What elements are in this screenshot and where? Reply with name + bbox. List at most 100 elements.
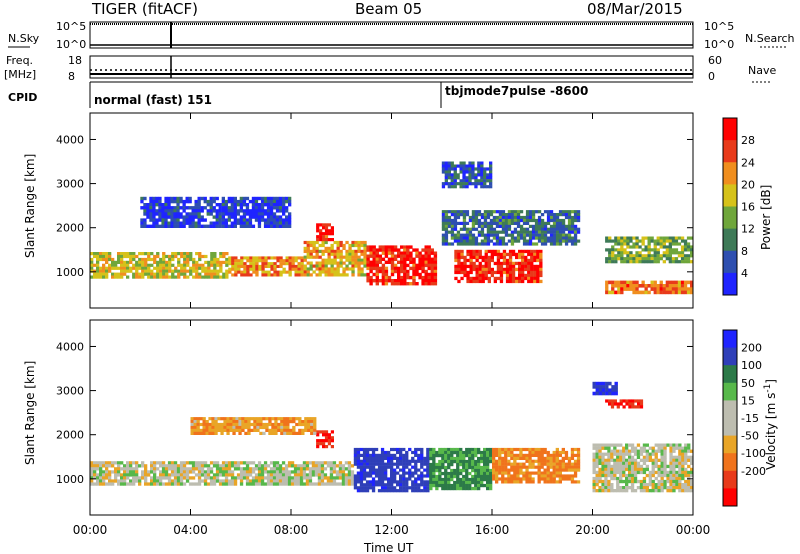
heatmap-cell (504, 459, 508, 463)
heatmap-cell (200, 218, 204, 222)
heatmap-cell (254, 479, 259, 483)
heatmap-cell (614, 260, 618, 264)
heatmap-cell (570, 462, 575, 466)
heatmap-cell (155, 199, 159, 204)
heatmap-cell (304, 422, 308, 427)
heatmap-cell (147, 269, 151, 273)
heatmap-cell (516, 462, 520, 466)
heatmap-cell (516, 471, 520, 475)
heatmap-cell (669, 470, 673, 475)
heatmap-cell (288, 262, 292, 266)
heatmap-cell (286, 425, 290, 430)
heatmap-cell (249, 256, 253, 260)
heatmap-cell (387, 453, 391, 457)
heatmap-cell (465, 242, 470, 246)
heatmap-cell (561, 468, 565, 472)
heatmap-cell (483, 233, 488, 237)
heatmap-cell (117, 275, 121, 279)
heatmap-cell (447, 182, 451, 186)
heatmap-cell (654, 452, 658, 456)
heatmap-cell (309, 240, 313, 245)
heatmap-cell (217, 417, 221, 421)
heatmap-cell (427, 272, 431, 277)
heatmap-cell (202, 420, 206, 424)
heatmap-cell (489, 173, 493, 177)
heatmap-cell (462, 173, 466, 177)
heatmap-cell (632, 284, 636, 288)
heatmap-cell (536, 273, 540, 278)
heatmap-cell (412, 248, 416, 252)
heatmap-cell (195, 269, 199, 273)
heatmap-cell (432, 447, 436, 452)
heatmap-cell (604, 483, 608, 487)
heatmap-cell (501, 471, 505, 475)
heatmap-cell (477, 462, 481, 467)
heatmap-cell (203, 473, 208, 477)
heatmap-cell (333, 252, 337, 256)
heatmap-cell (466, 249, 470, 254)
heatmap-cell (363, 240, 367, 245)
heatmap-cell (459, 161, 463, 165)
heatmap-cell (539, 267, 543, 272)
heatmap-cell (375, 248, 379, 252)
heatmap-cell (159, 479, 163, 483)
heatmap-cell (462, 462, 466, 467)
heatmap-cell (648, 476, 652, 481)
heatmap-cell (604, 464, 608, 469)
heatmap-cell (123, 464, 127, 468)
heatmap-cell (543, 236, 548, 240)
heatmap-cell (414, 477, 418, 481)
heatmap-cell (408, 462, 412, 466)
heatmap-cell (604, 446, 608, 450)
heatmap-cell (465, 221, 470, 225)
heatmap-cell (628, 467, 632, 472)
heatmap-cell (432, 453, 436, 458)
heatmap-cell (429, 480, 433, 485)
heatmap-cell (490, 270, 494, 275)
heatmap-cell (570, 230, 575, 234)
heatmap-cell (239, 479, 244, 483)
heatmap-cell (614, 242, 618, 246)
heatmap-cell (626, 239, 630, 243)
heatmap-cell (212, 473, 217, 477)
heatmap-cell (183, 257, 187, 262)
heatmap-cell (365, 453, 370, 457)
heatmap-cell (507, 447, 511, 452)
heatmap-cell (243, 256, 247, 260)
heatmap-cell (190, 420, 194, 424)
heatmap-cell (111, 263, 115, 267)
heatmap-cell (507, 453, 511, 457)
heatmap-cell (323, 476, 328, 480)
heatmap-cell (239, 196, 243, 201)
heatmap-cell (275, 215, 280, 219)
heatmap-cell (258, 267, 262, 271)
heatmap-cell (570, 218, 575, 223)
heatmap-cell (260, 209, 265, 213)
heatmap-cell (387, 260, 392, 264)
heatmap-cell (280, 431, 284, 435)
heatmap-cell (299, 473, 304, 477)
heatmap-cell (601, 467, 605, 472)
heatmap-cell (158, 212, 162, 216)
heatmap-cell (257, 212, 262, 216)
heatmap-cell (393, 486, 397, 490)
heatmap-cell (353, 483, 358, 487)
heatmap-cell (384, 465, 388, 469)
heatmap-cell (366, 263, 370, 268)
heatmap-cell (161, 218, 165, 222)
heatmap-cell (492, 465, 496, 469)
heatmap-cell (390, 474, 394, 478)
heatmap-cell (546, 239, 551, 243)
heatmap-cell (218, 215, 222, 219)
heatmap-cell (273, 256, 277, 260)
heatmap-cell (350, 482, 355, 486)
heatmap-cell (393, 462, 397, 466)
heatmap-cell (144, 479, 148, 483)
heatmap-cell (218, 479, 223, 483)
heatmap-cell (644, 236, 648, 240)
heatmap-cell (390, 459, 394, 463)
heatmap-cell (357, 246, 361, 250)
heatmap-cell (534, 471, 538, 475)
heatmap-cell (663, 467, 667, 472)
heatmap-cell (644, 287, 648, 291)
